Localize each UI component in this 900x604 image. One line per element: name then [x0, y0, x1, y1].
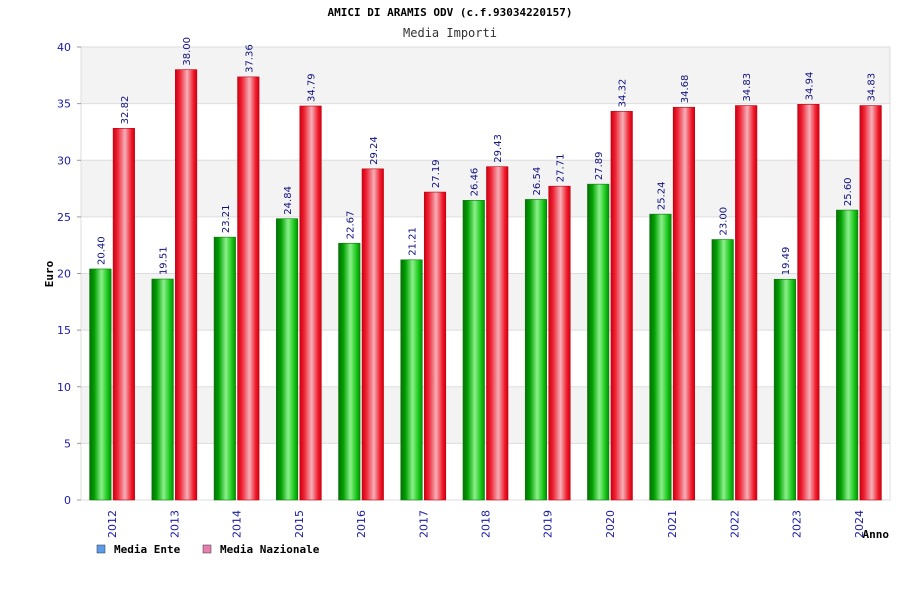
bar-media-nazionale-2018: [486, 166, 509, 501]
bar-media-nazionale-2021: [672, 106, 695, 501]
legend-swatch-media-nazionale: [202, 544, 212, 554]
y-tick-label: 20: [57, 268, 71, 281]
bar-media-nazionale-2023: [797, 104, 820, 501]
bar-media-nazionale-2020: [610, 111, 633, 501]
bar-media-nazionale-2012: [112, 128, 135, 501]
value-label: 29.24: [369, 136, 380, 165]
bar-media-nazionale-2022: [735, 105, 758, 501]
value-label: 19.51: [159, 246, 170, 275]
y-tick-label: 30: [57, 154, 71, 167]
legend-label-media-nazionale: Media Nazionale: [220, 543, 320, 556]
x-axis-label: Anno: [863, 528, 890, 541]
value-label: 25.60: [843, 177, 854, 206]
bar-media-ente-2016: [338, 242, 361, 501]
value-label: 21.21: [408, 227, 419, 256]
bar-media-ente-2015: [276, 218, 299, 501]
y-tick-label: 25: [57, 211, 71, 224]
y-tick-label: 35: [57, 98, 71, 111]
x-tick-label: 2022: [728, 510, 741, 538]
value-labels: 20.40 32.82 19.51 38.00 23.21 37.36 24.84 34.79…: [96, 37, 877, 275]
value-label: 34.79: [307, 73, 318, 102]
value-label: 29.43: [493, 134, 504, 163]
value-label: 24.84: [283, 186, 294, 215]
bar-media-ente-2024: [836, 209, 859, 501]
value-label: 34.83: [867, 73, 878, 102]
bar-media-ente-2012: [89, 268, 112, 501]
bar-media-nazionale-2019: [548, 185, 571, 501]
value-label: 37.36: [244, 44, 255, 73]
bar-media-ente-2014: [213, 236, 236, 501]
value-label: 38.00: [182, 37, 193, 66]
x-tick-label: 2012: [106, 510, 119, 538]
value-label: 32.82: [120, 96, 131, 125]
bar-media-nazionale-2024: [859, 105, 882, 501]
value-label: 34.32: [618, 79, 629, 108]
bar-media-ente-2023: [773, 278, 796, 501]
plot-band: [81, 443, 890, 500]
plot-band: [81, 160, 890, 217]
plot-band: [81, 103, 890, 161]
value-label: 19.49: [781, 247, 792, 276]
value-label: 27.19: [431, 159, 442, 188]
bar-media-ente-2022: [711, 239, 734, 501]
chart-title: AMICI DI ARAMIS ODV (c.f.93034220157): [327, 6, 572, 19]
value-label: 23.21: [221, 205, 232, 234]
plot-band: [81, 216, 890, 274]
x-tick-label: 2017: [417, 510, 430, 538]
x-tick-label: 2023: [791, 510, 804, 538]
chart-subtitle: Media Importi: [403, 26, 497, 40]
x-tick-label: 2021: [666, 510, 679, 538]
bar-media-ente-2018: [462, 200, 485, 501]
bar-media-nazionale-2016: [361, 168, 384, 501]
bar-media-nazionale-2017: [423, 191, 447, 501]
bar-media-nazionale-2015: [299, 105, 322, 501]
value-label: 34.83: [742, 73, 753, 102]
y-tick-label: 40: [57, 41, 71, 54]
bar-media-ente-2013: [151, 278, 174, 501]
bar-media-ente-2020: [587, 183, 610, 501]
bar-media-nazionale-2014: [237, 76, 260, 501]
y-tick-label: 0: [64, 494, 71, 507]
value-label: 34.94: [804, 72, 815, 101]
y-axis-label: Euro: [43, 260, 56, 287]
bar-media-ente-2017: [400, 259, 423, 501]
plot-band: [81, 330, 890, 387]
value-label: 26.54: [532, 167, 543, 196]
value-label: 26.46: [470, 168, 481, 197]
value-label: 25.24: [656, 182, 667, 211]
bar-media-ente-2021: [649, 213, 672, 501]
bar-media-nazionale-2013: [175, 69, 198, 501]
y-axis-ticks: 0 5 10 15 20 25 30 35 40: [57, 41, 81, 507]
y-tick-label: 10: [57, 381, 71, 394]
legend-swatch-media-ente: [96, 544, 106, 554]
x-tick-label: 2016: [355, 510, 368, 538]
legend: Media Ente Media Nazionale: [96, 543, 320, 556]
plot-band: [81, 47, 890, 104]
value-label: 27.89: [594, 152, 605, 181]
y-tick-label: 5: [64, 437, 71, 450]
plot-band: [81, 386, 890, 444]
plot-band: [81, 273, 890, 331]
x-tick-label: 2014: [231, 510, 244, 538]
x-tick-label: 2020: [604, 510, 617, 538]
y-tick-label: 15: [57, 324, 71, 337]
x-tick-label: 2013: [168, 510, 181, 538]
value-label: 27.71: [555, 154, 566, 183]
value-label: 34.68: [680, 75, 691, 104]
legend-label-media-ente: Media Ente: [114, 543, 181, 556]
x-tick-label: 2019: [542, 510, 555, 538]
x-tick-label: 2015: [293, 510, 306, 538]
x-axis-ticks: 2012 2013 2014 2015 2016 2017 2018 2019 2020 2021…: [106, 510, 866, 538]
value-label: 23.00: [719, 207, 730, 236]
bar-media-ente-2019: [524, 199, 548, 501]
value-label: 22.67: [345, 211, 356, 240]
value-label: 20.40: [96, 236, 107, 265]
bars: [89, 69, 882, 501]
x-tick-label: 2018: [480, 510, 493, 538]
x-tick-label: 2024: [853, 510, 866, 538]
